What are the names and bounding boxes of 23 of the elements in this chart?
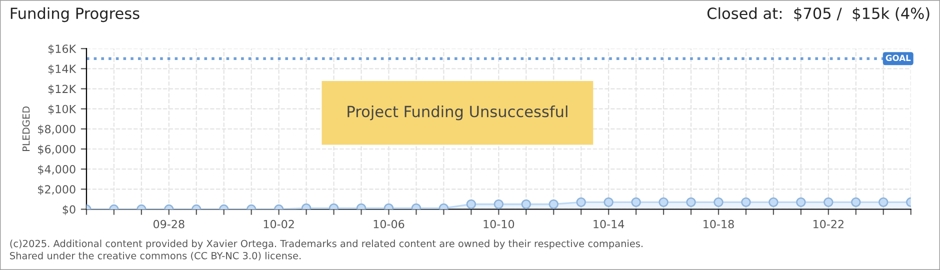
x-tick-label: 09-28 <box>154 220 184 228</box>
x-tick-label: 10-02 <box>264 220 294 228</box>
y-tick-label: $10K <box>48 104 76 115</box>
x-tick-label: 10-14 <box>594 220 624 228</box>
y-tick-label: $8,000 <box>38 124 76 135</box>
y-tick-label: $2,000 <box>38 184 76 196</box>
y-tick-label: $12K <box>48 84 76 95</box>
ref-line-label: GOAL <box>886 54 911 62</box>
y-tick-label: $4,000 <box>38 164 76 175</box>
x-tick-label: 10-10 <box>484 220 514 228</box>
y-tick-label: $6,000 <box>38 144 76 155</box>
text: Shared under the creative commons (CC BY-NC 3.0) license. <box>10 252 301 260</box>
y-axis-title: PLEDGED <box>22 106 30 152</box>
x-tick-label: 10-22 <box>814 220 844 228</box>
x-tick-label: 10-18 <box>704 220 734 228</box>
x-tick-label: 10-06 <box>374 220 404 228</box>
text: (c)2025. Additional content provided by Xavier Ortega. Trademarks and related content are owned by their respective companies. <box>10 240 643 250</box>
annotation: Project Funding Unsuccessful <box>348 105 568 120</box>
chart-subtitle: Closed at: $705 / $15k (4%) <box>707 7 930 22</box>
y-tick-label: $0 <box>62 205 76 216</box>
y-tick-label: $16K <box>48 44 76 54</box>
chart-title: Funding Progress <box>10 7 140 22</box>
y-tick-label: $14K <box>48 64 76 75</box>
